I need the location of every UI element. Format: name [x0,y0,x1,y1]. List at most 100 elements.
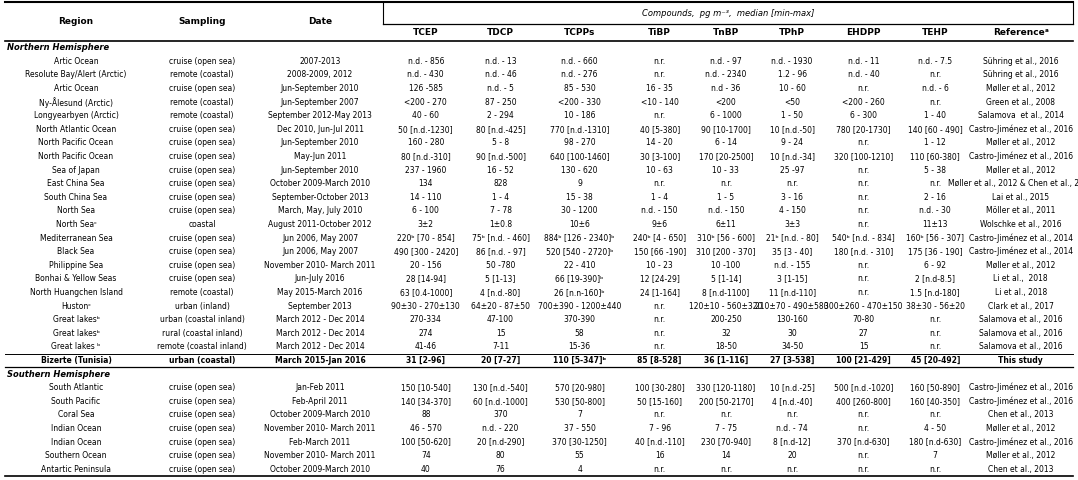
Text: 4: 4 [577,465,582,474]
Text: 300±260 - 470±150: 300±260 - 470±150 [825,301,903,311]
Text: 14 - 20: 14 - 20 [647,138,673,147]
Text: 640 [100-1460]: 640 [100-1460] [550,152,609,161]
Text: 12 [24-29]: 12 [24-29] [639,275,679,283]
Text: East China Sea: East China Sea [47,179,105,188]
Text: n.r.: n.r. [720,465,732,474]
Text: 2 [n.d-8.5]: 2 [n.d-8.5] [915,275,955,283]
Text: Clark et al., 2017: Clark et al., 2017 [987,301,1053,311]
Text: Jun-September 2010: Jun-September 2010 [280,84,359,93]
Text: n.r.: n.r. [858,424,870,433]
Text: n.d. - 276: n.d. - 276 [562,71,598,80]
Text: 6±11: 6±11 [716,220,736,229]
Text: March 2012 - Dec 2014: March 2012 - Dec 2014 [276,315,364,324]
Text: 140 [34-370]: 140 [34-370] [401,397,451,406]
Text: n.r.: n.r. [786,179,798,188]
Text: 46 - 570: 46 - 570 [410,424,442,433]
Text: 210±70 - 490±580: 210±70 - 490±580 [756,301,829,311]
Text: 80 [n.d.-425]: 80 [n.d.-425] [475,125,525,134]
Text: South China Sea: South China Sea [44,193,108,202]
Text: 30 - 1200: 30 - 1200 [562,206,598,216]
Text: cruise (open sea): cruise (open sea) [169,410,235,420]
Text: Castro-Jiménez et al., 2016: Castro-Jiménez et al., 2016 [969,437,1073,447]
Text: 1±0.8: 1±0.8 [489,220,512,229]
Text: 10±6: 10±6 [569,220,590,229]
Text: 200-250: 200-250 [710,315,742,324]
Text: Salamova et al., 2016: Salamova et al., 2016 [979,315,1063,324]
Text: 828: 828 [494,179,508,188]
Text: 24 [1-164]: 24 [1-164] [639,288,680,297]
Text: cruise (open sea): cruise (open sea) [169,261,235,270]
Text: n.r.: n.r. [858,138,870,147]
Text: 10 - 63: 10 - 63 [646,166,673,175]
Text: 2 - 294: 2 - 294 [487,111,514,120]
Text: 18-50: 18-50 [715,342,737,351]
Text: n.r.: n.r. [858,84,870,93]
Text: 110 [5-347]ᵇ: 110 [5-347]ᵇ [553,356,606,365]
Text: urban (coastal inland): urban (coastal inland) [160,315,245,324]
Text: n.r.: n.r. [858,275,870,283]
Text: urban (inland): urban (inland) [175,301,230,311]
Text: 4 - 50: 4 - 50 [924,424,946,433]
Text: 520 [540 - 2720]ᵇ: 520 [540 - 2720]ᵇ [545,247,613,256]
Text: 134: 134 [418,179,433,188]
Text: n.r.: n.r. [653,57,666,66]
Text: 175 [36 - 190]: 175 [36 - 190] [908,247,963,256]
Text: 27 [3-538]: 27 [3-538] [770,356,814,365]
Text: 4 [n.d.-40]: 4 [n.d.-40] [772,397,812,406]
Text: 70-80: 70-80 [853,315,874,324]
Text: n.d. - 97: n.d. - 97 [710,57,742,66]
Text: Dec 2010, Jun-Jul 2011: Dec 2010, Jun-Jul 2011 [277,125,363,134]
Text: 400 [260-800]: 400 [260-800] [837,397,892,406]
Text: 5 - 38: 5 - 38 [924,166,946,175]
Text: n.d. - 220: n.d. - 220 [482,424,519,433]
Text: Möller et al., 2011: Möller et al., 2011 [986,206,1055,216]
Text: 370 [n.d-630]: 370 [n.d-630] [838,437,890,446]
Text: South Atlantic: South Atlantic [49,383,103,392]
Text: 130-160: 130-160 [776,315,808,324]
Text: 80: 80 [496,451,506,460]
Text: 6 - 1000: 6 - 1000 [710,111,742,120]
Text: October 2009-March 2010: October 2009-March 2010 [270,179,370,188]
Text: TnBP: TnBP [713,28,740,37]
Text: 110 [60-380]: 110 [60-380] [910,152,960,161]
Text: Black Sea: Black Sea [57,247,95,256]
Text: 76: 76 [496,465,506,474]
Text: <200 - 330: <200 - 330 [558,97,602,107]
Text: n.r.: n.r. [929,179,941,188]
Text: <10 - 140: <10 - 140 [640,97,679,107]
Text: remote (coastal): remote (coastal) [170,111,234,120]
Text: TPhP: TPhP [779,28,805,37]
Text: 66 [19-390]ᵇ: 66 [19-390]ᵇ [555,275,604,283]
Text: Møller et al., 2012: Møller et al., 2012 [986,451,1055,460]
Text: Salamova et al., 2016: Salamova et al., 2016 [979,329,1063,338]
Text: 35 [3 - 40]: 35 [3 - 40] [772,247,812,256]
Text: n.r.: n.r. [653,342,666,351]
Text: n.r.: n.r. [720,410,732,420]
Text: n.r.: n.r. [653,465,666,474]
Text: 15 - 38: 15 - 38 [566,193,593,202]
Text: North Huangchen Island: North Huangchen Island [29,288,123,297]
Text: n.d. - 30: n.d. - 30 [920,206,951,216]
Text: 40 - 60: 40 - 60 [412,111,440,120]
Text: Region: Region [58,17,94,26]
Text: n.r.: n.r. [858,193,870,202]
Text: 16: 16 [654,451,664,460]
Text: TiBP: TiBP [648,28,672,37]
Text: 4 [n.d.-80]: 4 [n.d.-80] [481,288,521,297]
Text: Indian Ocean: Indian Ocean [51,424,101,433]
Text: 240ᵇ [4 - 650]: 240ᵇ [4 - 650] [633,234,687,242]
Text: Møller et al., 2012: Møller et al., 2012 [986,424,1055,433]
Text: 9: 9 [577,179,582,188]
Text: 15: 15 [496,329,506,338]
Text: remote (coastal inland): remote (coastal inland) [157,342,247,351]
Text: <200 - 260: <200 - 260 [842,97,885,107]
Text: 884ᵇ [126 - 2340]ᵇ: 884ᵇ [126 - 2340]ᵇ [544,234,614,242]
Text: Bonhai & Yellow Seas: Bonhai & Yellow Seas [36,275,116,283]
Text: 2 - 16: 2 - 16 [924,193,946,202]
Text: cruise (open sea): cruise (open sea) [169,465,235,474]
Text: 20 [7-27]: 20 [7-27] [481,356,521,365]
Text: 6 - 14: 6 - 14 [715,138,737,147]
Text: 2008-2009, 2012: 2008-2009, 2012 [288,71,353,80]
Text: Møller et al., 2012: Møller et al., 2012 [986,166,1055,175]
Text: n.d. - 660: n.d. - 660 [562,57,598,66]
